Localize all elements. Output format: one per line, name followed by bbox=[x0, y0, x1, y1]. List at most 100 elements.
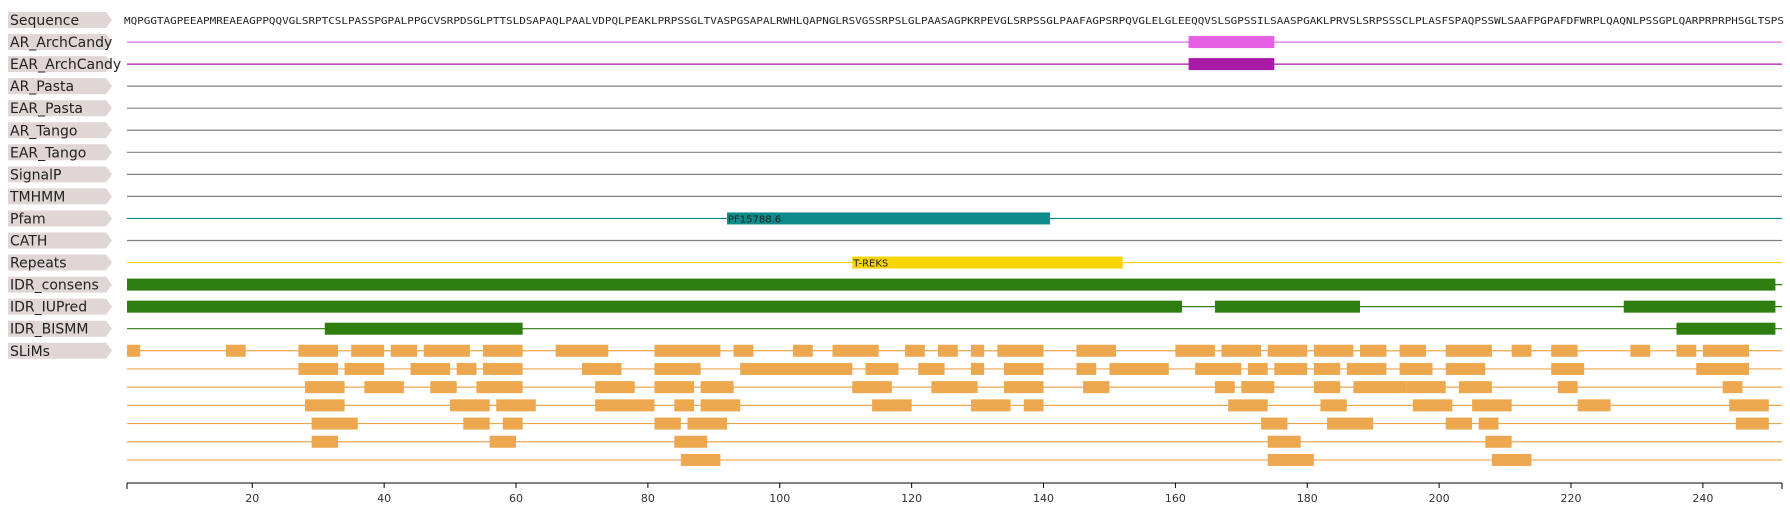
slim-bar bbox=[1399, 344, 1426, 357]
feature-bar bbox=[324, 322, 523, 335]
track-label-tag bbox=[8, 254, 112, 271]
slim-bar bbox=[1577, 399, 1611, 412]
slim-bar bbox=[502, 417, 523, 430]
feature-tracks: AR_ArchCandy EAR_ArchCandy AR_Pasta EAR_Pas… bbox=[8, 34, 1782, 338]
track-ear-archcandy: EAR_ArchCandy bbox=[8, 56, 1782, 73]
slim-bar bbox=[687, 417, 728, 430]
slim-bar bbox=[970, 399, 1011, 412]
slim-bar bbox=[1445, 417, 1473, 430]
slim-bar bbox=[1109, 362, 1169, 375]
axis-tick-label: 40 bbox=[377, 492, 391, 505]
track-label: AR_Tango bbox=[10, 123, 77, 139]
slim-bar bbox=[483, 362, 523, 375]
slim-bar bbox=[1511, 344, 1532, 357]
slim-bar bbox=[918, 362, 945, 375]
axis-tick-label: 120 bbox=[901, 492, 922, 505]
track-label-tag bbox=[8, 144, 112, 161]
slim-bar bbox=[423, 344, 470, 357]
feature-bar bbox=[1623, 300, 1776, 313]
feature-bar bbox=[852, 256, 1123, 269]
slim-bar bbox=[489, 435, 517, 448]
slim-bar bbox=[674, 435, 708, 448]
slim-bar bbox=[938, 344, 958, 357]
track-label-tag bbox=[8, 232, 112, 249]
slim-bar bbox=[1676, 344, 1697, 357]
slim-bar bbox=[1551, 362, 1585, 375]
slim-bar bbox=[700, 399, 741, 412]
slim-bar bbox=[905, 344, 925, 357]
sequence-label-tag bbox=[8, 12, 112, 28]
slim-bar bbox=[654, 362, 701, 375]
slim-bar bbox=[1491, 453, 1532, 466]
feature-label: T-REKS bbox=[852, 259, 888, 270]
feature-bar bbox=[1676, 322, 1776, 335]
track-ar-tango: AR_Tango bbox=[8, 122, 1782, 139]
slim-bar bbox=[733, 344, 754, 357]
slim-bar bbox=[1267, 344, 1308, 357]
track-idr-bismm: IDR_BISMM bbox=[8, 320, 1782, 338]
axis-tick-label: 160 bbox=[1165, 492, 1186, 505]
slim-bar bbox=[654, 417, 681, 430]
slim-bar bbox=[1267, 435, 1301, 448]
feature-label: PF15788.6 bbox=[728, 214, 781, 225]
position-axis: 20 40 60 80 100 120 140 160 180 200 220 240 bbox=[126, 482, 1783, 505]
axis-tick-label: 80 bbox=[641, 492, 655, 505]
slim-bar bbox=[1360, 344, 1387, 357]
sequence-label: Sequence bbox=[10, 13, 79, 29]
slim-bar bbox=[496, 399, 536, 412]
slim-bar bbox=[1320, 399, 1347, 412]
slims-track: SLiMs bbox=[8, 342, 1782, 466]
slim-bar bbox=[1478, 417, 1499, 430]
slim-bar bbox=[483, 344, 523, 357]
slim-bar bbox=[1221, 344, 1262, 357]
track-label: EAR_Tango bbox=[10, 145, 86, 161]
track-label-tag bbox=[8, 276, 112, 293]
slim-bar bbox=[1003, 381, 1044, 394]
sequence-row: Sequence MQPGGTAGPEEAPMREAEAGPPQQVGLSRPT… bbox=[8, 12, 1784, 29]
axis-tick-label: 180 bbox=[1297, 492, 1318, 505]
slim-bar bbox=[654, 381, 695, 394]
slim-bar bbox=[463, 417, 490, 430]
slim-bar bbox=[1003, 362, 1044, 375]
feature-bar bbox=[1188, 58, 1275, 71]
track-label-tag bbox=[8, 78, 112, 95]
slim-bar bbox=[1241, 381, 1275, 394]
slim-bar bbox=[1327, 417, 1374, 430]
feature-bar bbox=[1214, 300, 1361, 313]
slim-bar bbox=[344, 362, 385, 375]
slim-bar bbox=[931, 381, 978, 394]
slim-bar bbox=[1076, 362, 1097, 375]
track-repeats: Repeats T-REKS bbox=[8, 254, 1782, 272]
axis-tick-label: 60 bbox=[509, 492, 523, 505]
slim-bar bbox=[1445, 344, 1492, 357]
slim-bar bbox=[1412, 399, 1453, 412]
slim-bar bbox=[1729, 399, 1769, 412]
track-ear-pasta: EAR_Pasta bbox=[8, 100, 1782, 117]
slim-bar bbox=[674, 399, 695, 412]
slim-bar bbox=[595, 381, 635, 394]
slim-bar bbox=[1630, 344, 1651, 357]
slim-bar bbox=[1485, 435, 1512, 448]
slim-bar bbox=[476, 381, 523, 394]
slim-bar bbox=[298, 362, 338, 375]
slim-bar bbox=[970, 362, 985, 375]
slim-bar bbox=[364, 381, 404, 394]
slim-bar bbox=[1267, 453, 1314, 466]
track-label: IDR_consens bbox=[10, 278, 99, 294]
feature-bar bbox=[727, 212, 1051, 225]
track-label: IDR_BISMM bbox=[10, 322, 88, 338]
slim-bar bbox=[792, 344, 813, 357]
slim-bar bbox=[832, 344, 879, 357]
track-label: SLiMs bbox=[10, 344, 50, 360]
track-label: EAR_Pasta bbox=[10, 101, 83, 117]
slim-bar bbox=[1406, 381, 1446, 394]
slim-bar bbox=[311, 417, 358, 430]
slim-bar bbox=[1702, 344, 1750, 357]
slim-bar bbox=[1076, 344, 1117, 357]
track-label-tag bbox=[8, 34, 112, 51]
slim-bar bbox=[997, 344, 1044, 357]
track-label: Pfam bbox=[10, 211, 46, 227]
slim-bar bbox=[430, 381, 457, 394]
slim-bar bbox=[127, 344, 141, 357]
